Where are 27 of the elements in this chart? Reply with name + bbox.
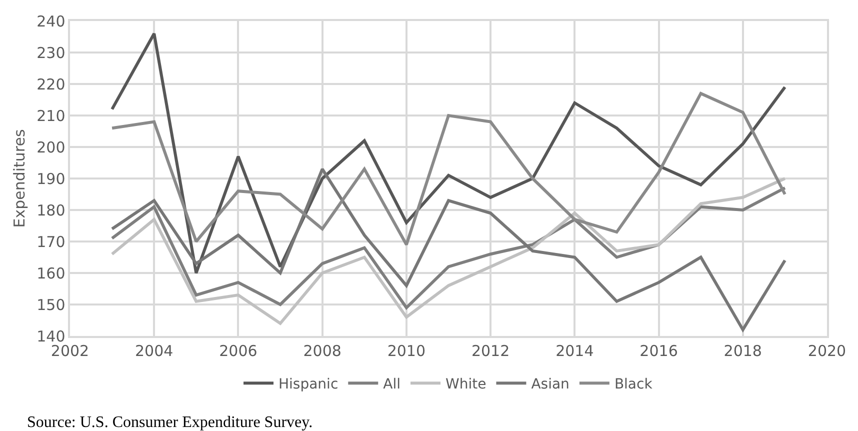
x-tick-label: 2016 [640,342,678,360]
x-tick-label: 2006 [219,342,258,360]
y-tick-label: 170 [36,232,66,251]
source-note: Source: U.S. Consumer Expenditure Survey. [27,414,313,431]
x-tick-label: 2010 [387,342,426,360]
legend-label: All [383,376,400,393]
legend-label: White [446,376,486,393]
y-tick-label: 180 [36,201,66,220]
y-tick-label: 220 [36,75,66,94]
x-tick-label: 2020 [808,342,846,360]
line-series [110,32,786,274]
y-tick-label: 200 [36,138,66,156]
y-tick-label: 160 [36,264,66,282]
x-tick-label: 2018 [724,342,762,360]
y-tick-label: 230 [36,44,66,62]
y-tick-label: 150 [36,296,66,314]
y-tick-label: 190 [36,170,66,188]
x-tick-label: 2014 [556,342,594,360]
y-axis-title: Expenditures [10,129,28,228]
x-tick-label: 2004 [135,342,174,360]
x-tick-label: 2008 [303,342,342,360]
legend-label: Black [614,376,654,393]
y-tick-label: 210 [36,106,66,125]
legend-label: Asian [531,376,570,393]
legend-label: Hispanic [278,376,338,393]
y-tick-label: 240 [36,12,66,30]
x-tick-label: 2012 [471,342,510,360]
